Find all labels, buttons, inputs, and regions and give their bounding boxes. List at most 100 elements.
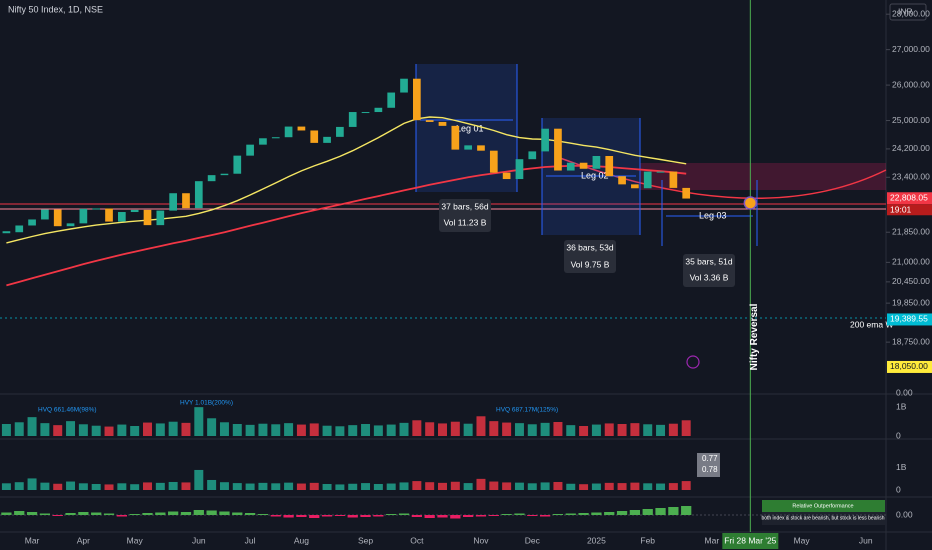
- candle: [15, 225, 24, 233]
- x-tick-label: Mar: [25, 535, 40, 545]
- volume-bar: [78, 483, 88, 490]
- candle: [605, 156, 614, 177]
- value-tag: 0.77: [702, 454, 718, 463]
- volume-bar: [373, 483, 383, 490]
- volume-bar: [450, 421, 460, 436]
- x-tick-label: Dec: [525, 535, 541, 545]
- candle: [79, 208, 88, 224]
- volume-bar: [540, 482, 550, 490]
- oscillator-bar: [488, 515, 499, 516]
- volume-bar: [194, 407, 204, 436]
- candle: [682, 187, 691, 199]
- volume-bar: [412, 420, 422, 436]
- oscillator-bar: [475, 515, 487, 517]
- leg-stat: Vol 3.36 B: [690, 272, 729, 282]
- price-label: 22,808.05: [890, 193, 928, 203]
- volume-bar: [412, 481, 422, 490]
- volume-bar: [66, 481, 76, 490]
- candle: [361, 112, 370, 114]
- oscillator-bar: [219, 511, 230, 515]
- volume-bar: [27, 417, 37, 436]
- table-text: both index & stock are bearish, but stoc…: [761, 515, 884, 521]
- y-tick-label: 24,200.00: [892, 143, 930, 153]
- volume-bar: [438, 482, 447, 490]
- volume-bar: [130, 426, 140, 436]
- candle: [105, 208, 113, 222]
- oscillator-bar: [26, 512, 38, 515]
- volume-bar: [681, 420, 691, 436]
- leg-stat: 36 bars, 53d: [566, 242, 614, 252]
- volume-bar: [348, 425, 358, 436]
- volume-bar: [322, 425, 332, 436]
- volume-bar: [271, 424, 281, 436]
- oscillator-bar: [52, 515, 63, 516]
- oscillator-bar: [514, 513, 525, 515]
- oscillator-bar: [527, 515, 538, 516]
- volume-bar: [1, 424, 11, 436]
- oscillator-bar: [334, 515, 346, 516]
- volume-bar: [502, 422, 512, 436]
- volume-bar: [579, 484, 589, 490]
- volume-bar: [553, 422, 563, 436]
- candle: [284, 126, 293, 138]
- candle: [169, 193, 177, 211]
- leg-stat: Vol 9.75 B: [571, 259, 610, 269]
- candle: [631, 184, 639, 189]
- oscillator-bar: [283, 515, 294, 518]
- zero-label: 0.00: [896, 387, 913, 397]
- volume-bar: [271, 483, 281, 490]
- oscillator-bar: [386, 514, 397, 515]
- x-tick-label: 2025: [587, 535, 606, 545]
- volume-bar: [386, 424, 396, 436]
- volume-bar: [168, 421, 178, 436]
- oscillator-bar: [244, 513, 256, 515]
- oscillator-bar: [103, 513, 115, 515]
- volume-bar: [104, 484, 114, 490]
- candle: [182, 193, 190, 209]
- candle: [618, 176, 626, 185]
- candle: [246, 144, 254, 156]
- volume-bar: [668, 423, 678, 436]
- currency-box[interactable]: [889, 3, 927, 21]
- volume-bar: [399, 422, 409, 436]
- oscillator-bar: [206, 510, 217, 515]
- y-tick-label: 19,850.00: [892, 297, 930, 307]
- leg-03: Leg 03 35 bars, 51d Vol 3.36 B: [661, 180, 758, 287]
- x-tick-label: Jun: [859, 535, 873, 545]
- candle: [464, 145, 472, 150]
- alert-icon[interactable]: [686, 355, 700, 369]
- reversal-label: Nifty Reversal: [749, 303, 760, 370]
- value-tag-box: [697, 453, 720, 477]
- oscillator-bar: [129, 514, 140, 515]
- candle: [130, 209, 139, 213]
- volume-bar: [514, 423, 524, 436]
- candle: [41, 209, 49, 220]
- oscillator-bar: [193, 510, 204, 515]
- volume-bar: [1, 483, 11, 490]
- candle: [233, 155, 242, 174]
- candle: [451, 125, 460, 150]
- y-tick-label: 0: [896, 430, 901, 440]
- volume-bar: [296, 483, 306, 490]
- candle: [118, 212, 126, 222]
- oscillator-bar: [629, 510, 641, 515]
- oscillator-bar: [270, 515, 281, 517]
- volume-bar: [155, 482, 165, 490]
- volume-bar: [117, 424, 127, 436]
- volume-bar: [245, 483, 255, 490]
- volume-bar: [591, 424, 601, 436]
- candle: [271, 137, 280, 139]
- oscillator-bar: [552, 514, 564, 515]
- oscillator-bar: [463, 515, 474, 517]
- leg-stat: 35 bars, 51d: [685, 256, 733, 266]
- oscillator-bar: [39, 513, 51, 515]
- volume-bar: [14, 482, 24, 490]
- oscillator-bar: [642, 509, 653, 515]
- candle: [336, 126, 344, 137]
- volume-bar: [527, 483, 537, 490]
- volume-bar: [617, 424, 627, 436]
- leg-label: Leg 02: [581, 170, 609, 180]
- volume-bar: [322, 483, 332, 490]
